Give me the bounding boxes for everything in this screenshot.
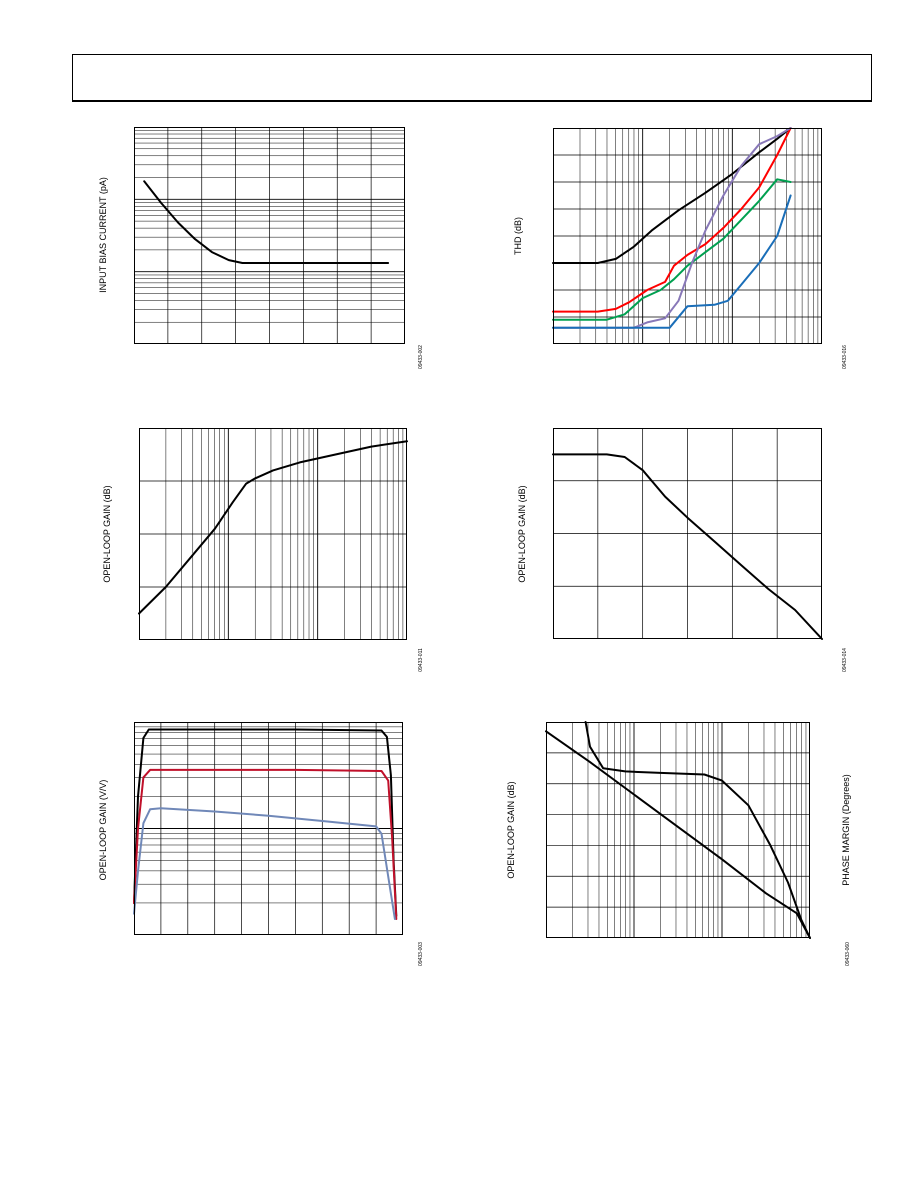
chart-bias-ylabel: INPUT BIAS CURRENT (pA) [98,177,108,293]
grid [134,127,405,344]
chart-olg2-fig-number: 09433-014 [842,648,848,672]
plot-frame [553,428,822,639]
chart-open-loop-gain-phase [545,721,811,939]
grid [553,428,822,639]
chart-thd [552,127,822,344]
grid [134,722,403,935]
chart-bias-fig-number: 09433-002 [418,345,424,369]
chart-olg-phase-ylabel: OPEN-LOOP GAIN (dB) [506,781,516,879]
series-line-1 [552,127,792,264]
chart-open-loop-gain-1 [138,428,408,640]
series-line-4 [552,127,792,329]
series-line-1 [545,730,811,939]
series-line-3 [552,178,792,321]
grid [139,428,407,640]
series-line-1 [143,180,390,264]
series-line-2 [584,721,811,939]
chart-open-loop-gain-vv [133,722,403,935]
series-line-1 [138,440,408,615]
chart-olg-phase-ylabel-right: PHASE MARGIN (Degrees) [841,774,851,886]
chart-thd-fig-number: 09433-016 [842,345,848,369]
series-line-2 [133,768,398,920]
chart-olg2-ylabel: OPEN-LOOP GAIN (dB) [517,485,527,583]
plot-frame [139,428,407,640]
chart-olg1-fig-number: 09433-011 [418,648,424,672]
chart-olg-vv-ylabel: OPEN-LOOP GAIN (V/V) [98,779,108,881]
series-line-5 [552,194,792,329]
series-line-1 [133,728,398,917]
grid [546,722,810,938]
chart-olg-phase-fig-number: 09433-060 [845,942,851,966]
chart-open-loop-gain-2 [552,428,823,640]
chart-thd-ylabel: THD (dB) [513,217,523,255]
plot-frame [553,128,822,344]
series-line-2 [552,127,792,313]
page-header-box [72,54,872,102]
chart-input-bias-current [134,127,405,344]
chart-olg1-ylabel: OPEN-LOOP GAIN (dB) [102,485,112,583]
plot-frame [134,127,405,344]
plot-frame [546,722,810,938]
chart-olg-vv-fig-number: 09433-003 [418,942,424,966]
series-line-1 [552,453,823,640]
series-line-3 [133,807,396,920]
plot-frame [134,722,403,935]
